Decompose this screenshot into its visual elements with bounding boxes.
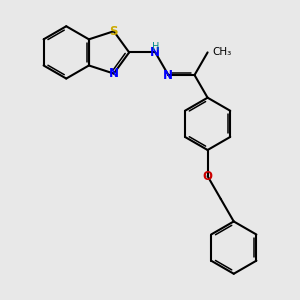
Text: N: N — [164, 68, 173, 82]
Text: H: H — [152, 42, 159, 52]
Text: S: S — [110, 25, 118, 38]
Text: CH₃: CH₃ — [212, 47, 232, 57]
Text: N: N — [109, 67, 119, 80]
Text: N: N — [150, 46, 160, 59]
Text: O: O — [202, 170, 213, 183]
